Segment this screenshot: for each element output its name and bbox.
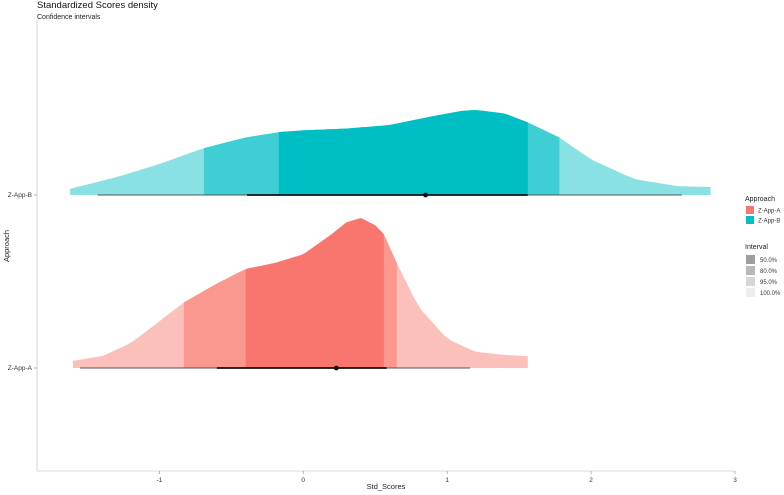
x-tick-label: 1 [445, 477, 449, 484]
x-axis-title: Std_Scores [367, 482, 406, 491]
legend-approach-items: Z-App-A Z-App-B [746, 206, 780, 224]
y-axis-ticks: Z-App-A Z-App-B [8, 192, 37, 372]
legend-swatch-interval [746, 255, 755, 264]
plot-panel: -1 0 1 2 3 Z-App-A Z-App-B [8, 20, 737, 484]
legend-interval-items: 50.0% 80.0% 95.0% 100.0% [746, 255, 781, 297]
legend-approach-title: Approach [745, 196, 775, 203]
x-axis-ticks: -1 0 1 2 3 [156, 471, 737, 484]
legend-label-z-app-a: Z-App-A [758, 208, 780, 214]
point-estimate-z-app-b [423, 192, 428, 198]
legend-label-z-app-b: Z-App-B [758, 218, 780, 224]
density-band-z-app-a-50-0pct [245, 218, 384, 368]
y-tick-label: Z-App-B [8, 192, 32, 199]
density-band-z-app-b-50-0pct [278, 110, 528, 195]
y-axis-title: Approach [2, 230, 11, 262]
density-layer [70, 110, 711, 368]
x-tick-label: 0 [301, 477, 305, 484]
chart-title: Standardized Scores density [37, 0, 158, 11]
legend-label-interval: 100.0% [760, 291, 781, 297]
x-tick-label: -1 [156, 477, 162, 484]
interval-layer [80, 192, 682, 371]
legend-label-interval: 80.0% [760, 269, 778, 275]
legend-label-interval: 95.0% [760, 280, 778, 286]
legend-swatch-z-app-b [746, 216, 754, 224]
legend-swatch-z-app-a [746, 206, 754, 214]
chart-subtitle: Confidence intervals [37, 14, 101, 21]
legend-interval-title: Interval [745, 244, 768, 251]
legend-label-interval: 50.0% [760, 258, 778, 264]
point-estimate-z-app-a [333, 365, 339, 371]
legend-swatch-interval [746, 288, 755, 297]
y-tick-label: Z-App-A [8, 365, 33, 372]
legend-swatch-interval [746, 266, 755, 275]
x-tick-label: 3 [733, 477, 737, 484]
x-tick-label: 2 [589, 477, 593, 484]
legend: Approach Z-App-A Z-App-B Interval 50.0% 80… [745, 196, 781, 297]
legend-swatch-interval [746, 277, 755, 286]
